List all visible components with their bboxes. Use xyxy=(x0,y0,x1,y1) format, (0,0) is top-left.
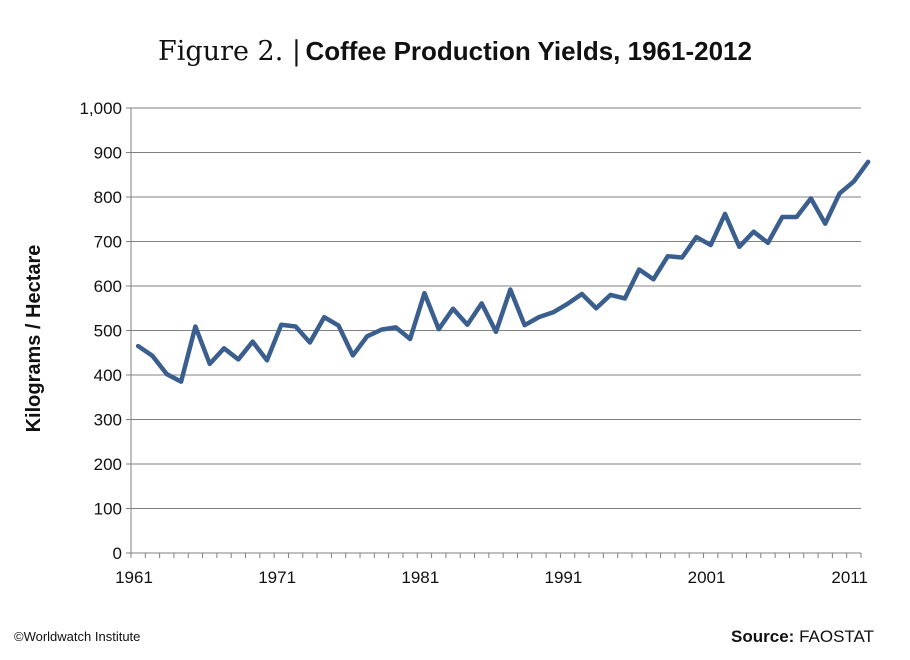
y-tick-label: 700 xyxy=(94,233,122,252)
y-tick-label: 200 xyxy=(94,455,122,474)
y-tick-label: 100 xyxy=(94,500,122,519)
y-axis-label: Kilograms / Hectare xyxy=(23,245,45,433)
x-tick-label: 2001 xyxy=(688,568,726,587)
y-tick-label: 400 xyxy=(94,366,122,385)
x-tick-label: 1971 xyxy=(258,568,296,587)
y-tick-label: 1,000 xyxy=(79,99,122,118)
source-note: Source: FAOSTAT xyxy=(731,627,874,647)
x-tick-label: 1981 xyxy=(401,568,439,587)
source-label: Source: xyxy=(731,627,795,646)
source-value: FAOSTAT xyxy=(799,627,874,646)
chart-title: Figure 2. | Coffee Production Yields, 19… xyxy=(0,36,910,67)
x-tick-label: 1991 xyxy=(544,568,582,587)
y-tick-label: 900 xyxy=(94,144,122,163)
y-tick-label: 300 xyxy=(94,411,122,430)
figure-number: Figure 2. | xyxy=(158,36,301,67)
copyright-note: ©Worldwatch Institute xyxy=(14,629,141,644)
series-line xyxy=(135,159,871,384)
y-tick-label: 600 xyxy=(94,277,122,296)
x-tick-label: 2011 xyxy=(831,568,868,587)
chart-title-text: Coffee Production Yields, 1961-2012 xyxy=(305,36,752,66)
y-tick-label: 500 xyxy=(94,322,122,341)
y-tick-label: 0 xyxy=(113,544,122,563)
x-tick-label: 1961 xyxy=(115,568,153,587)
y-tick-label: 800 xyxy=(94,188,122,207)
